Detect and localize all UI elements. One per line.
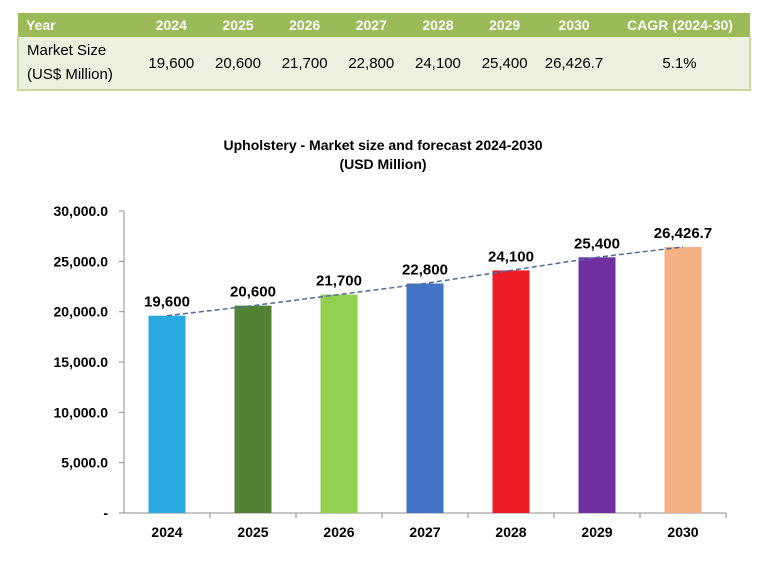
cell-2025: 20,600 [204,37,272,91]
y-tick-label: 10,000.0 [54,404,109,420]
y-tick-label: 30,000.0 [54,203,109,219]
x-tick-label: 2029 [581,524,612,540]
y-tick-label: 20,000.0 [54,304,109,320]
data-label: 24,100 [488,248,534,265]
header-2024: 2024 [138,13,205,37]
y-tick-label: 5,000.0 [61,455,108,471]
cell-2029: 25,400 [471,37,538,91]
chart-title-block: Upholstery - Market size and forecast 20… [0,136,766,174]
data-label: 25,400 [574,235,620,252]
header-2027: 2027 [337,13,405,37]
cell-2024: 19,600 [138,37,205,91]
x-tick-label: 2027 [409,524,440,540]
data-label: 22,800 [402,261,448,278]
cell-2030: 26,426.7 [538,37,610,91]
cell-cagr: 5.1% [610,37,751,91]
x-tick-label: 2026 [323,524,354,540]
data-label: 26,426.7 [654,225,712,242]
header-2029: 2029 [471,13,538,37]
cell-2026: 21,700 [271,37,338,91]
header-cagr: CAGR (2024-30) [610,13,750,37]
y-tick-label: 15,000.0 [54,354,109,370]
header-2026: 2026 [271,13,338,37]
row-label-line1: Market Size [27,42,107,59]
x-tick-label: 2024 [151,524,182,540]
data-label: 20,600 [230,284,276,301]
x-tick-label: 2028 [495,524,526,540]
header-2025: 2025 [204,13,272,37]
header-2030: 2030 [538,13,610,37]
bar [492,270,530,513]
data-label: 21,700 [316,273,362,290]
y-tick-label: - [103,505,108,521]
table-header-row: Year 2024 2025 2026 2027 2028 2029 2030 … [18,13,750,37]
chart-title: Upholstery - Market size and forecast 20… [223,137,543,153]
cell-2027: 22,800 [337,37,405,91]
row-label-market-size: Market Size (US$ Million) [17,37,138,91]
bar [234,305,272,513]
y-tick-label: 25,000.0 [54,253,109,269]
header-2028: 2028 [404,13,472,37]
chart-subtitle: (USD Million) [339,156,427,172]
table-row: Market Size (US$ Million) 19,600 20,600 … [17,37,751,91]
x-tick-label: 2025 [237,524,268,540]
market-size-table: Year 2024 2025 2026 2027 2028 2029 2030 … [17,13,751,91]
x-tick-label: 2030 [667,524,698,540]
bar [664,246,702,513]
cell-2028: 24,100 [404,37,472,91]
bar [320,294,358,513]
bar [406,283,444,513]
header-year: Year [18,13,138,37]
trendline [166,246,684,317]
bar [148,315,186,513]
bar [578,257,616,513]
data-label: 19,600 [144,294,190,311]
row-label-line2: (US$ Million) [27,66,113,83]
